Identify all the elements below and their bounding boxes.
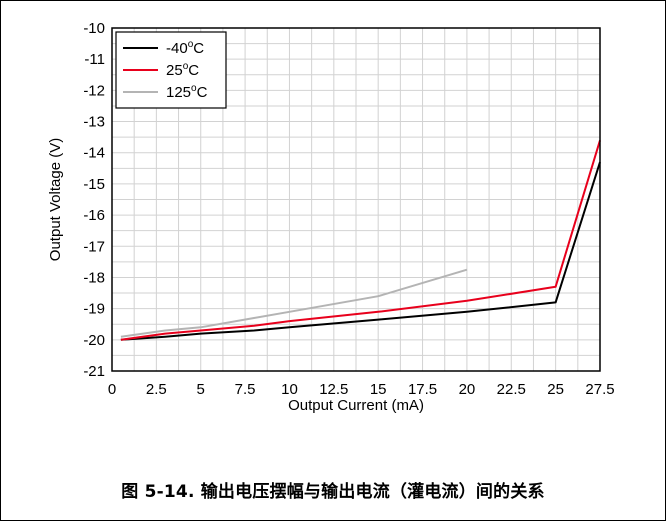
legend-label-1: 25oC (166, 61, 199, 79)
grid (112, 28, 600, 371)
y-tick-label: -16 (83, 207, 105, 224)
x-tick-label: 27.5 (585, 381, 614, 398)
y-tick-label: -18 (83, 269, 105, 286)
x-tick-label: 7.5 (235, 381, 256, 398)
y-tick-label: -11 (84, 51, 105, 68)
series-lines (120, 140, 601, 341)
x-tick-label: 22.5 (497, 381, 526, 398)
y-tick-label: -15 (83, 176, 105, 193)
x-tick-label: 25 (547, 381, 564, 398)
series-line-0 (120, 161, 601, 341)
y-tick-label: -17 (83, 238, 105, 255)
x-axis-label: Output Current (mA) (288, 397, 424, 414)
y-tick-label: -21 (83, 363, 105, 380)
x-tick-label: 20 (459, 381, 476, 398)
x-tick-label: 0 (108, 381, 116, 398)
figure-caption: 图 5-14. 输出电压摆幅与输出电流（灌电流）间的关系 (121, 482, 545, 502)
series-line-1 (120, 140, 601, 341)
chart: 0 2.5 5 7.5 10 12.5 15 17.5 20 22.5 25 27.5 -10 -11 -1… (47, 20, 615, 414)
legend-label-2: 125oC (166, 83, 208, 101)
series-line-2 (120, 268, 468, 338)
x-tick-label: 2.5 (146, 381, 167, 398)
plot-border (111, 27, 601, 372)
y-tick-label: -20 (83, 332, 105, 349)
x-tick-label: 17.5 (408, 381, 437, 398)
legend-label-0: -40oC (166, 39, 204, 57)
x-tick-label: 15 (370, 381, 387, 398)
axis-labels: Output Current (mA) Output Voltage (V) (47, 138, 424, 414)
y-tick-label: -14 (83, 145, 105, 162)
legend: -40oC 25oC 125oC (115, 31, 227, 109)
x-tick-label: 12.5 (319, 381, 348, 398)
x-tick-label: 5 (197, 381, 205, 398)
x-tick-label: 10 (281, 381, 298, 398)
y-tick-label: -13 (83, 114, 105, 131)
y-tick-label: -19 (83, 301, 105, 318)
y-tick-label: -12 (83, 82, 105, 99)
y-tick-label: -10 (83, 20, 105, 37)
tick-labels: 0 2.5 5 7.5 10 12.5 15 17.5 20 22.5 25 27.5 -10 -11 -1… (83, 20, 614, 398)
y-axis-label: Output Voltage (V) (47, 138, 64, 261)
